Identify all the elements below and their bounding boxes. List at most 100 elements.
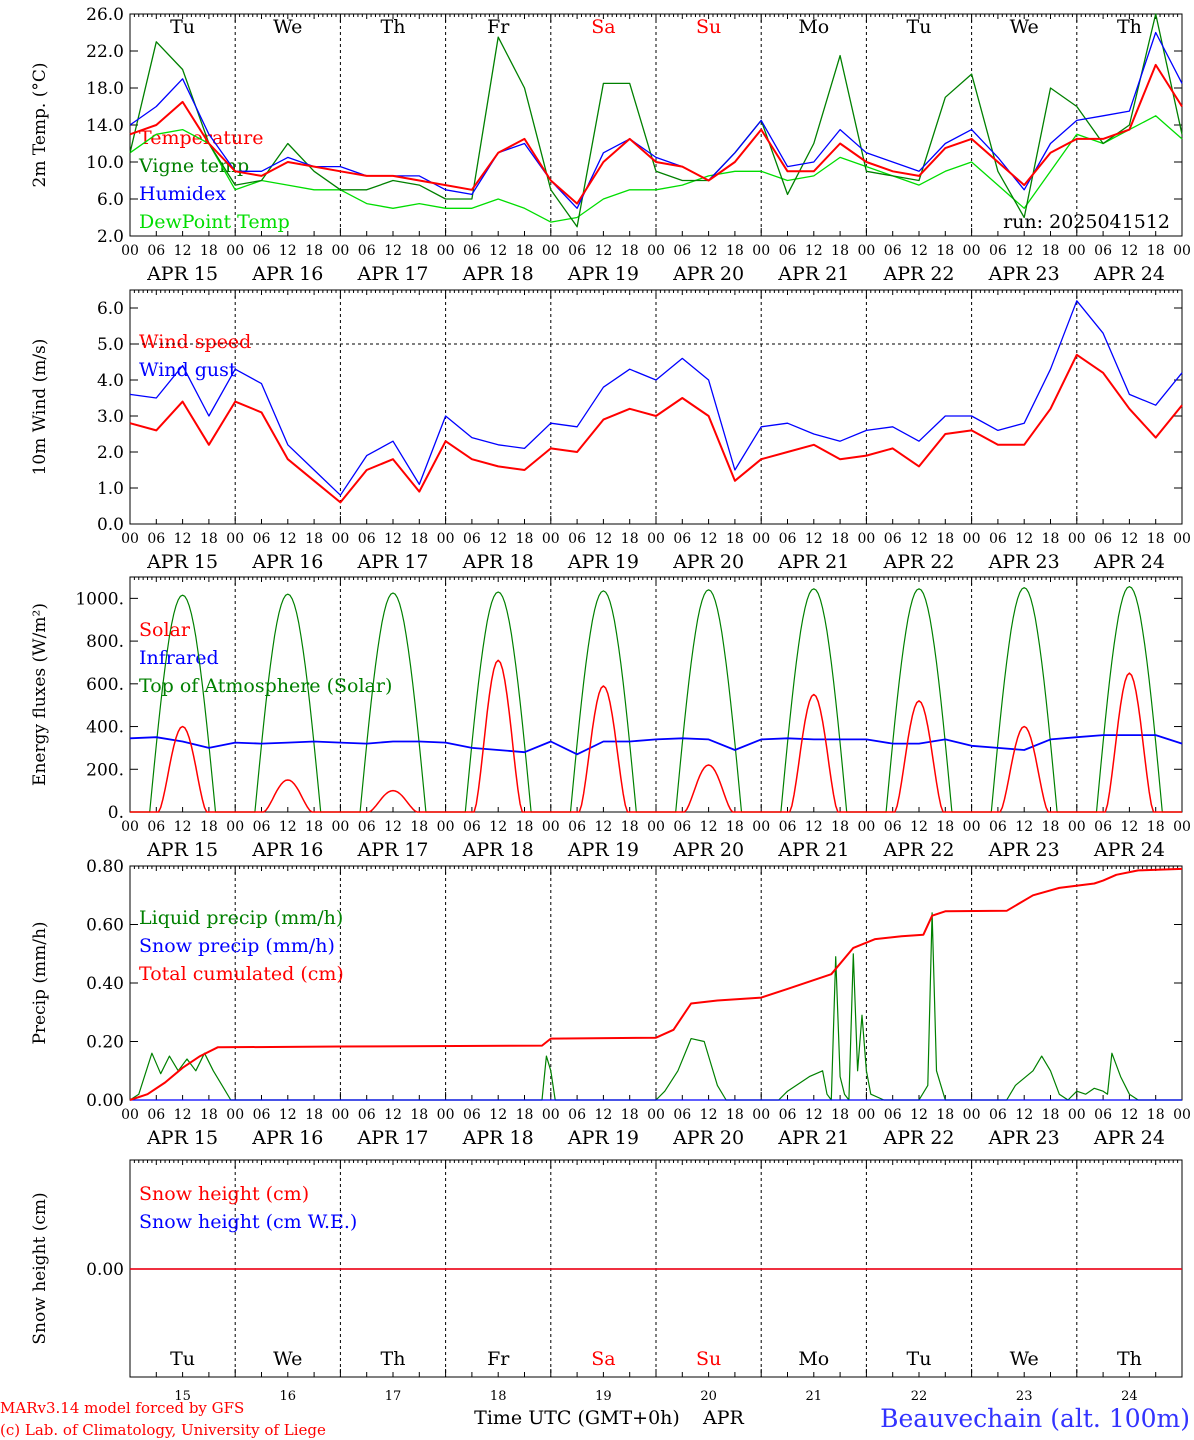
hour-tick-label: 00 bbox=[647, 531, 665, 547]
weekday-label: Sa bbox=[591, 1348, 615, 1370]
date-label: APR 24 bbox=[1093, 551, 1165, 573]
hour-tick-label: 00 bbox=[647, 243, 665, 259]
y-tick-label: 2.0 bbox=[97, 227, 124, 247]
hour-tick-label: 12 bbox=[489, 531, 507, 547]
hour-tick-label: 18 bbox=[936, 1107, 954, 1123]
hour-tick-label: 06 bbox=[779, 819, 797, 835]
weekday-label: We bbox=[1010, 16, 1039, 38]
hour-tick-label: 18 bbox=[1147, 243, 1165, 259]
date-label: APR 17 bbox=[356, 263, 428, 285]
y-tick-label: 0.80 bbox=[86, 857, 124, 877]
hour-tick-label: 06 bbox=[1094, 531, 1112, 547]
hour-tick-label: 12 bbox=[910, 243, 928, 259]
date-label: APR 15 bbox=[146, 551, 218, 573]
hour-tick-label: 12 bbox=[489, 243, 507, 259]
date-label: APR 20 bbox=[672, 551, 744, 573]
day-number-label: 24 bbox=[1121, 1389, 1138, 1404]
weekday-label: Th bbox=[381, 16, 406, 38]
hour-tick-label: 12 bbox=[279, 531, 297, 547]
hour-tick-label: 00 bbox=[1173, 1107, 1191, 1123]
date-label: APR 15 bbox=[146, 263, 218, 285]
legend-entry: Liquid precip (mm/h) bbox=[139, 907, 343, 929]
hour-tick-label: 06 bbox=[568, 243, 586, 259]
hour-tick-label: 12 bbox=[700, 243, 718, 259]
hour-tick-label: 00 bbox=[752, 531, 770, 547]
hour-tick-label: 06 bbox=[989, 1107, 1007, 1123]
hour-tick-label: 06 bbox=[463, 531, 481, 547]
hour-tick-label: 00 bbox=[857, 243, 875, 259]
lab-credit: (c) Lab. of Climatology, University of L… bbox=[0, 1421, 326, 1439]
date-label: APR 19 bbox=[567, 263, 639, 285]
hour-tick-label: 00 bbox=[1068, 531, 1086, 547]
date-label: APR 19 bbox=[567, 839, 639, 861]
date-label: APR 17 bbox=[356, 839, 428, 861]
hour-tick-label: 18 bbox=[305, 819, 323, 835]
y-tick-label: 14.0 bbox=[86, 116, 124, 136]
hour-tick-label: 18 bbox=[305, 1107, 323, 1123]
run-label: run: 2025041512 bbox=[1003, 211, 1170, 233]
hour-tick-label: 00 bbox=[542, 531, 560, 547]
hour-tick-label: 00 bbox=[542, 243, 560, 259]
date-label: APR 18 bbox=[462, 263, 534, 285]
hour-tick-label: 06 bbox=[884, 243, 902, 259]
date-label: APR 21 bbox=[777, 263, 849, 285]
hour-tick-label: 06 bbox=[463, 1107, 481, 1123]
hour-tick-label: 18 bbox=[936, 531, 954, 547]
hour-tick-label: 00 bbox=[226, 243, 244, 259]
hour-tick-label: 12 bbox=[279, 243, 297, 259]
date-label: APR 20 bbox=[672, 839, 744, 861]
hour-tick-label: 12 bbox=[594, 819, 612, 835]
legend-entry: Temperature bbox=[139, 127, 263, 149]
hour-tick-label: 18 bbox=[621, 531, 639, 547]
legend-entry: Solar bbox=[139, 619, 191, 641]
hour-tick-label: 12 bbox=[700, 1107, 718, 1123]
hour-tick-label: 00 bbox=[542, 1107, 560, 1123]
hour-tick-label: 06 bbox=[1094, 819, 1112, 835]
day-number-label: 22 bbox=[911, 1389, 928, 1404]
hour-tick-label: 18 bbox=[1147, 531, 1165, 547]
hour-tick-label: 00 bbox=[963, 243, 981, 259]
hour-tick-label: 12 bbox=[384, 531, 402, 547]
y-tick-label: 26.0 bbox=[86, 5, 124, 25]
hour-tick-label: 18 bbox=[200, 819, 218, 835]
hour-tick-label: 12 bbox=[1015, 243, 1033, 259]
date-label: APR 22 bbox=[882, 839, 954, 861]
hour-tick-label: 06 bbox=[358, 1107, 376, 1123]
weekday-label: Tu bbox=[907, 1348, 932, 1370]
hour-tick-label: 12 bbox=[1015, 1107, 1033, 1123]
hour-tick-label: 12 bbox=[384, 243, 402, 259]
hour-tick-label: 00 bbox=[1173, 243, 1191, 259]
weekday-label: Tu bbox=[170, 16, 195, 38]
hour-tick-label: 18 bbox=[1147, 819, 1165, 835]
hour-tick-label: 00 bbox=[1068, 819, 1086, 835]
time-axis-label: Time UTC (GMT+0h) bbox=[474, 1407, 680, 1429]
hour-tick-label: 12 bbox=[594, 243, 612, 259]
series-liquid-precip-mm-h- bbox=[129, 912, 1182, 1101]
hour-tick-label: 00 bbox=[121, 243, 139, 259]
date-label: APR 16 bbox=[251, 551, 323, 573]
hour-tick-label: 06 bbox=[147, 243, 165, 259]
hour-tick-label: 00 bbox=[226, 1107, 244, 1123]
day-number-label: 23 bbox=[1016, 1389, 1033, 1404]
hour-tick-label: 06 bbox=[989, 531, 1007, 547]
hour-tick-label: 00 bbox=[857, 531, 875, 547]
y-tick-label: 3.0 bbox=[97, 407, 124, 427]
y-tick-label: 0.00 bbox=[86, 1260, 124, 1280]
hour-tick-label: 06 bbox=[673, 819, 691, 835]
hour-tick-label: 00 bbox=[1173, 531, 1191, 547]
month-label: APR bbox=[702, 1407, 745, 1429]
hour-tick-label: 12 bbox=[174, 1107, 192, 1123]
hour-tick-label: 06 bbox=[1094, 1107, 1112, 1123]
hour-tick-label: 06 bbox=[779, 531, 797, 547]
weekday-label: We bbox=[1010, 1348, 1039, 1370]
hour-tick-label: 00 bbox=[1068, 1107, 1086, 1123]
hour-tick-label: 06 bbox=[989, 243, 1007, 259]
hour-tick-label: 12 bbox=[700, 819, 718, 835]
date-label: APR 21 bbox=[777, 551, 849, 573]
hour-tick-label: 12 bbox=[1120, 243, 1138, 259]
hour-tick-label: 18 bbox=[1042, 243, 1060, 259]
legend-entry: Snow height (cm W.E.) bbox=[139, 1211, 357, 1233]
y-tick-label: 1000. bbox=[75, 589, 124, 609]
y-tick-label: 6.0 bbox=[97, 190, 124, 210]
date-label: APR 22 bbox=[882, 551, 954, 573]
